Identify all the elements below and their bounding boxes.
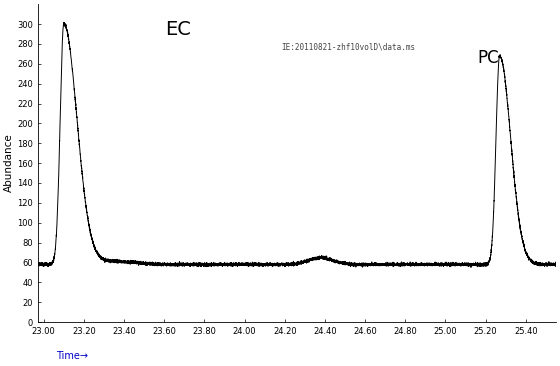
Text: IE:20110821-zhf10volD\data.ms: IE:20110821-zhf10volD\data.ms (282, 42, 416, 51)
Text: EC: EC (165, 20, 190, 39)
Text: PC: PC (478, 49, 500, 67)
Text: Time→: Time→ (56, 351, 88, 361)
Y-axis label: Abundance: Abundance (4, 134, 14, 193)
